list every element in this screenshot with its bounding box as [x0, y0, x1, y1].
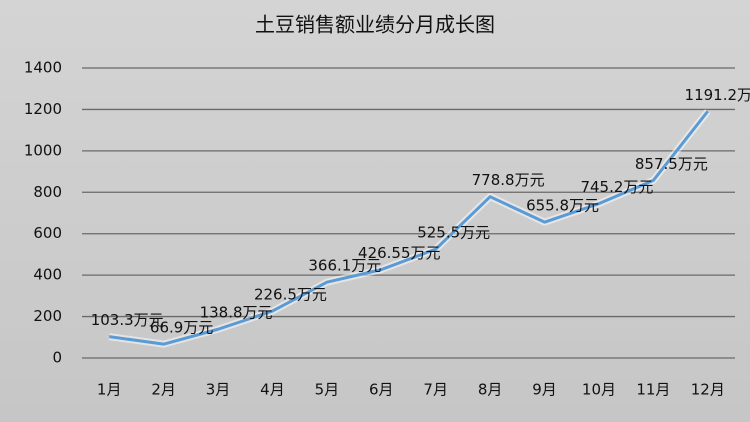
data-label: 138.8万元 [200, 304, 273, 322]
y-tick-label: 600 [33, 224, 62, 242]
data-label: 655.8万元 [526, 197, 599, 215]
y-tick-label: 200 [33, 307, 62, 325]
y-tick-label: 1200 [24, 100, 62, 118]
y-tick-label: 1400 [24, 59, 62, 77]
x-tick-label: 11月 [636, 381, 670, 399]
line [109, 110, 709, 346]
x-tick-label: 1月 [97, 381, 122, 399]
chart-title: 土豆销售额业绩分月成长图 [255, 13, 495, 37]
y-tick-label: 400 [33, 266, 62, 284]
x-tick-label: 8月 [478, 381, 503, 399]
x-tick-label: 9月 [532, 381, 557, 399]
data-label: 226.5万元 [254, 286, 327, 304]
data-label: 745.2万元 [580, 178, 653, 196]
data-label: 778.8万元 [472, 171, 545, 189]
x-tick-label: 2月 [151, 381, 176, 399]
data-label: 66.9万元 [150, 319, 213, 337]
x-tick-label: 3月 [206, 381, 231, 399]
y-tick-label: 1000 [24, 141, 62, 159]
x-tick-label: 10月 [582, 381, 616, 399]
data-label: 1191.2万元 [685, 86, 750, 104]
x-tick-label: 7月 [423, 381, 448, 399]
data-label: 426.55万元 [358, 244, 441, 262]
x-tick-label: 12月 [691, 381, 725, 399]
y-tick-label: 800 [33, 183, 62, 201]
x-tick-label: 6月 [369, 381, 394, 399]
data-label: 857.5万元 [635, 155, 708, 173]
x-tick-label: 4月 [260, 381, 285, 399]
data-label: 366.1万元 [308, 257, 381, 275]
data-label: 525.5万元 [417, 224, 490, 242]
y-tick-label: 0 [52, 349, 62, 367]
x-tick-label: 5月 [315, 381, 340, 399]
data-label: 103.3万元 [91, 311, 164, 329]
